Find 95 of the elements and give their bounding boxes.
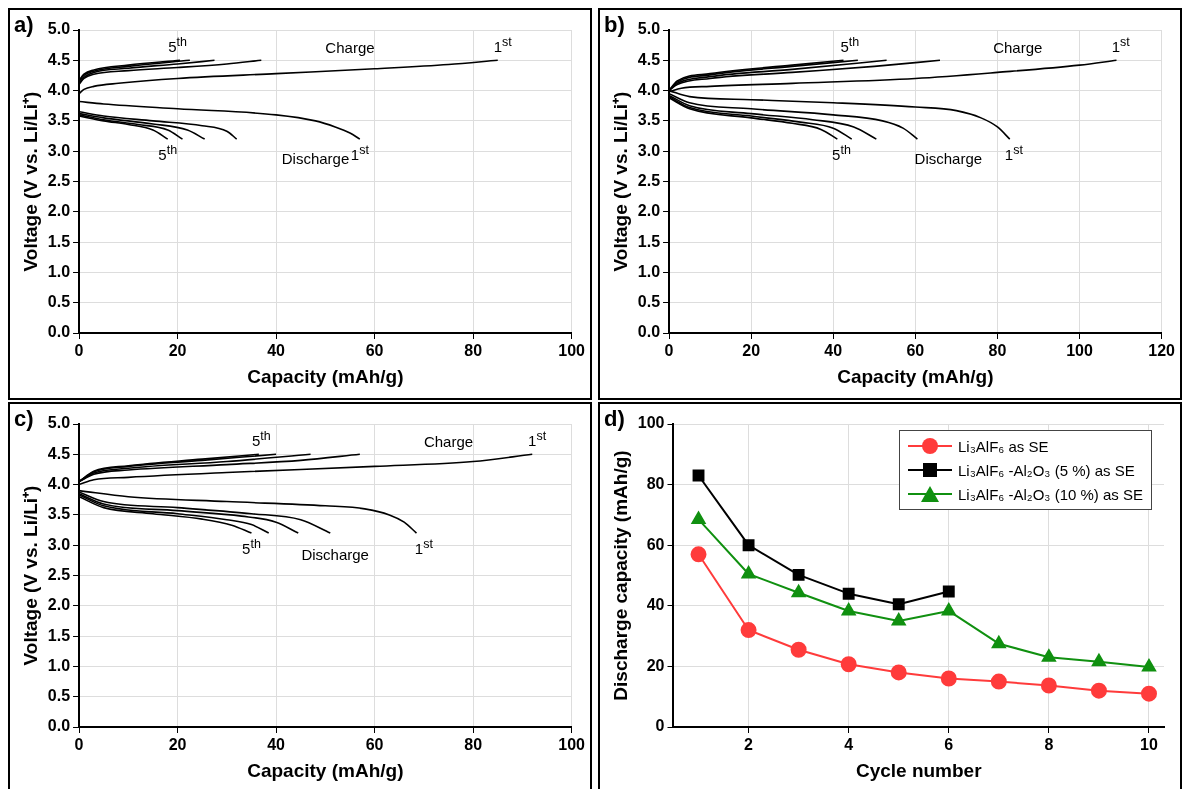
x-tick-label: 100 <box>558 736 586 754</box>
annotation: Discharge <box>914 149 983 167</box>
y-tick-label: 4.5 <box>47 444 71 462</box>
y-tick-label: 0.5 <box>47 687 71 705</box>
y-tick-label: 3.5 <box>637 111 661 129</box>
chart-title: a) <box>14 12 34 38</box>
x-tick-label: 80 <box>464 342 483 360</box>
y-axis-title: Voltage (V vs. Li/Li⁺) <box>19 485 41 666</box>
annotation: Charge <box>325 38 375 56</box>
x-tick-label: 0 <box>74 342 84 360</box>
annotation: 5$^{th}$ <box>158 143 178 164</box>
y-tick-label: 100 <box>637 414 665 432</box>
x-tick-label: 2 <box>744 736 754 754</box>
annotation: Discharge <box>301 545 369 563</box>
y-tick-label: 1.0 <box>47 656 71 674</box>
y-tick-label: 2.0 <box>47 596 71 614</box>
chart-title: b) <box>604 12 625 38</box>
legend-label: Li₃AlF₆ as SE <box>958 437 1049 455</box>
x-tick-label: 10 <box>1140 736 1158 754</box>
annotation: 5$^{th}$ <box>251 429 271 450</box>
y-tick-label: 1.5 <box>47 626 71 644</box>
y-tick-label: 3.0 <box>47 535 71 553</box>
y-tick-label: 2.0 <box>637 202 661 220</box>
y-axis-title: Voltage (V vs. Li/Li⁺) <box>609 91 631 272</box>
y-tick-label: 2.5 <box>637 171 661 189</box>
y-tick-label: 4.5 <box>47 50 71 68</box>
y-tick-label: 3.0 <box>637 141 661 159</box>
chart-title: c) <box>14 406 34 432</box>
y-tick-label: 0.5 <box>637 293 661 311</box>
y-tick-label: 3.5 <box>47 505 71 523</box>
y-tick-label: 20 <box>646 656 665 674</box>
y-axis-title: Voltage (V vs. Li/Li⁺) <box>19 91 41 272</box>
y-tick-label: 1.0 <box>637 262 661 280</box>
y-tick-label: 4.0 <box>47 81 71 99</box>
y-tick-label: 2.5 <box>47 171 71 189</box>
y-tick-label: 3.5 <box>47 111 71 129</box>
x-tick-label: 40 <box>824 342 843 360</box>
annotation: Charge <box>993 38 1043 56</box>
x-tick-label: 60 <box>365 736 384 754</box>
annotation: 5$^{th}$ <box>168 35 187 56</box>
y-tick-label: 3.0 <box>47 141 71 159</box>
y-tick-label: 5.0 <box>47 20 71 38</box>
y-tick-label: 0.0 <box>637 323 661 341</box>
x-axis-title: Capacity (mAh/g) <box>837 365 994 387</box>
y-tick-label: 1.5 <box>47 232 71 250</box>
y-tick-label: 0.0 <box>47 323 71 341</box>
annotation: 1$^{st}$ <box>350 143 369 164</box>
x-axis-title: Cycle number <box>855 759 983 781</box>
annotation: Discharge <box>281 149 350 167</box>
annotation: 1$^{st}$ <box>493 35 512 56</box>
x-axis-title: Capacity (mAh/g) <box>247 759 404 781</box>
x-tick-label: 20 <box>742 342 761 360</box>
y-tick-label: 0.0 <box>47 717 71 735</box>
x-tick-label: 120 <box>1148 342 1176 360</box>
x-tick-label: 40 <box>267 736 286 754</box>
annotation: 1$^{st}$ <box>1111 35 1130 56</box>
y-tick-label: 60 <box>646 535 665 553</box>
legend-label: Li₃AlF₆ -Al₂O₃ (5 %) as SE <box>958 461 1135 479</box>
y-tick-label: 40 <box>646 596 665 614</box>
y-tick-label: 5.0 <box>637 20 661 38</box>
y-tick-label: 4.5 <box>637 50 661 68</box>
annotation: 5$^{th}$ <box>840 35 860 56</box>
annotation: 1$^{st}$ <box>414 537 433 558</box>
y-axis-title: Discharge capacity (mAh/g) <box>609 450 631 701</box>
x-tick-label: 8 <box>1044 736 1054 754</box>
annotation: 1$^{st}$ <box>528 429 547 450</box>
x-tick-label: 40 <box>267 342 286 360</box>
x-tick-label: 60 <box>906 342 925 360</box>
y-tick-label: 1.0 <box>47 262 71 280</box>
annotation: 5$^{th}$ <box>242 537 261 558</box>
x-tick-label: 80 <box>988 342 1007 360</box>
y-tick-label: 5.0 <box>47 414 71 432</box>
x-tick-label: 4 <box>844 736 854 754</box>
y-tick-label: 0.5 <box>47 293 71 311</box>
x-tick-label: 0 <box>74 736 84 754</box>
x-tick-label: 20 <box>168 736 187 754</box>
x-tick-label: 20 <box>168 342 187 360</box>
x-tick-label: 100 <box>1066 342 1093 360</box>
x-tick-label: 60 <box>365 342 384 360</box>
x-tick-label: 100 <box>558 342 586 360</box>
chart-title: d) <box>604 406 625 432</box>
x-axis-title: Capacity (mAh/g) <box>247 365 404 387</box>
y-tick-label: 2.0 <box>47 202 71 220</box>
y-tick-label: 4.0 <box>47 475 71 493</box>
x-tick-label: 6 <box>944 736 954 754</box>
y-tick-label: 0 <box>655 717 665 735</box>
x-tick-label: 80 <box>464 736 483 754</box>
y-tick-label: 4.0 <box>637 81 661 99</box>
y-tick-label: 2.5 <box>47 565 71 583</box>
y-tick-label: 80 <box>646 475 665 493</box>
annotation: 1$^{st}$ <box>1004 143 1023 164</box>
annotation: Charge <box>423 432 474 450</box>
y-tick-label: 1.5 <box>637 232 661 250</box>
annotation: 5$^{th}$ <box>832 143 851 164</box>
legend-label: Li₃AlF₆ -Al₂O₃ (10 %) as SE <box>958 485 1143 503</box>
